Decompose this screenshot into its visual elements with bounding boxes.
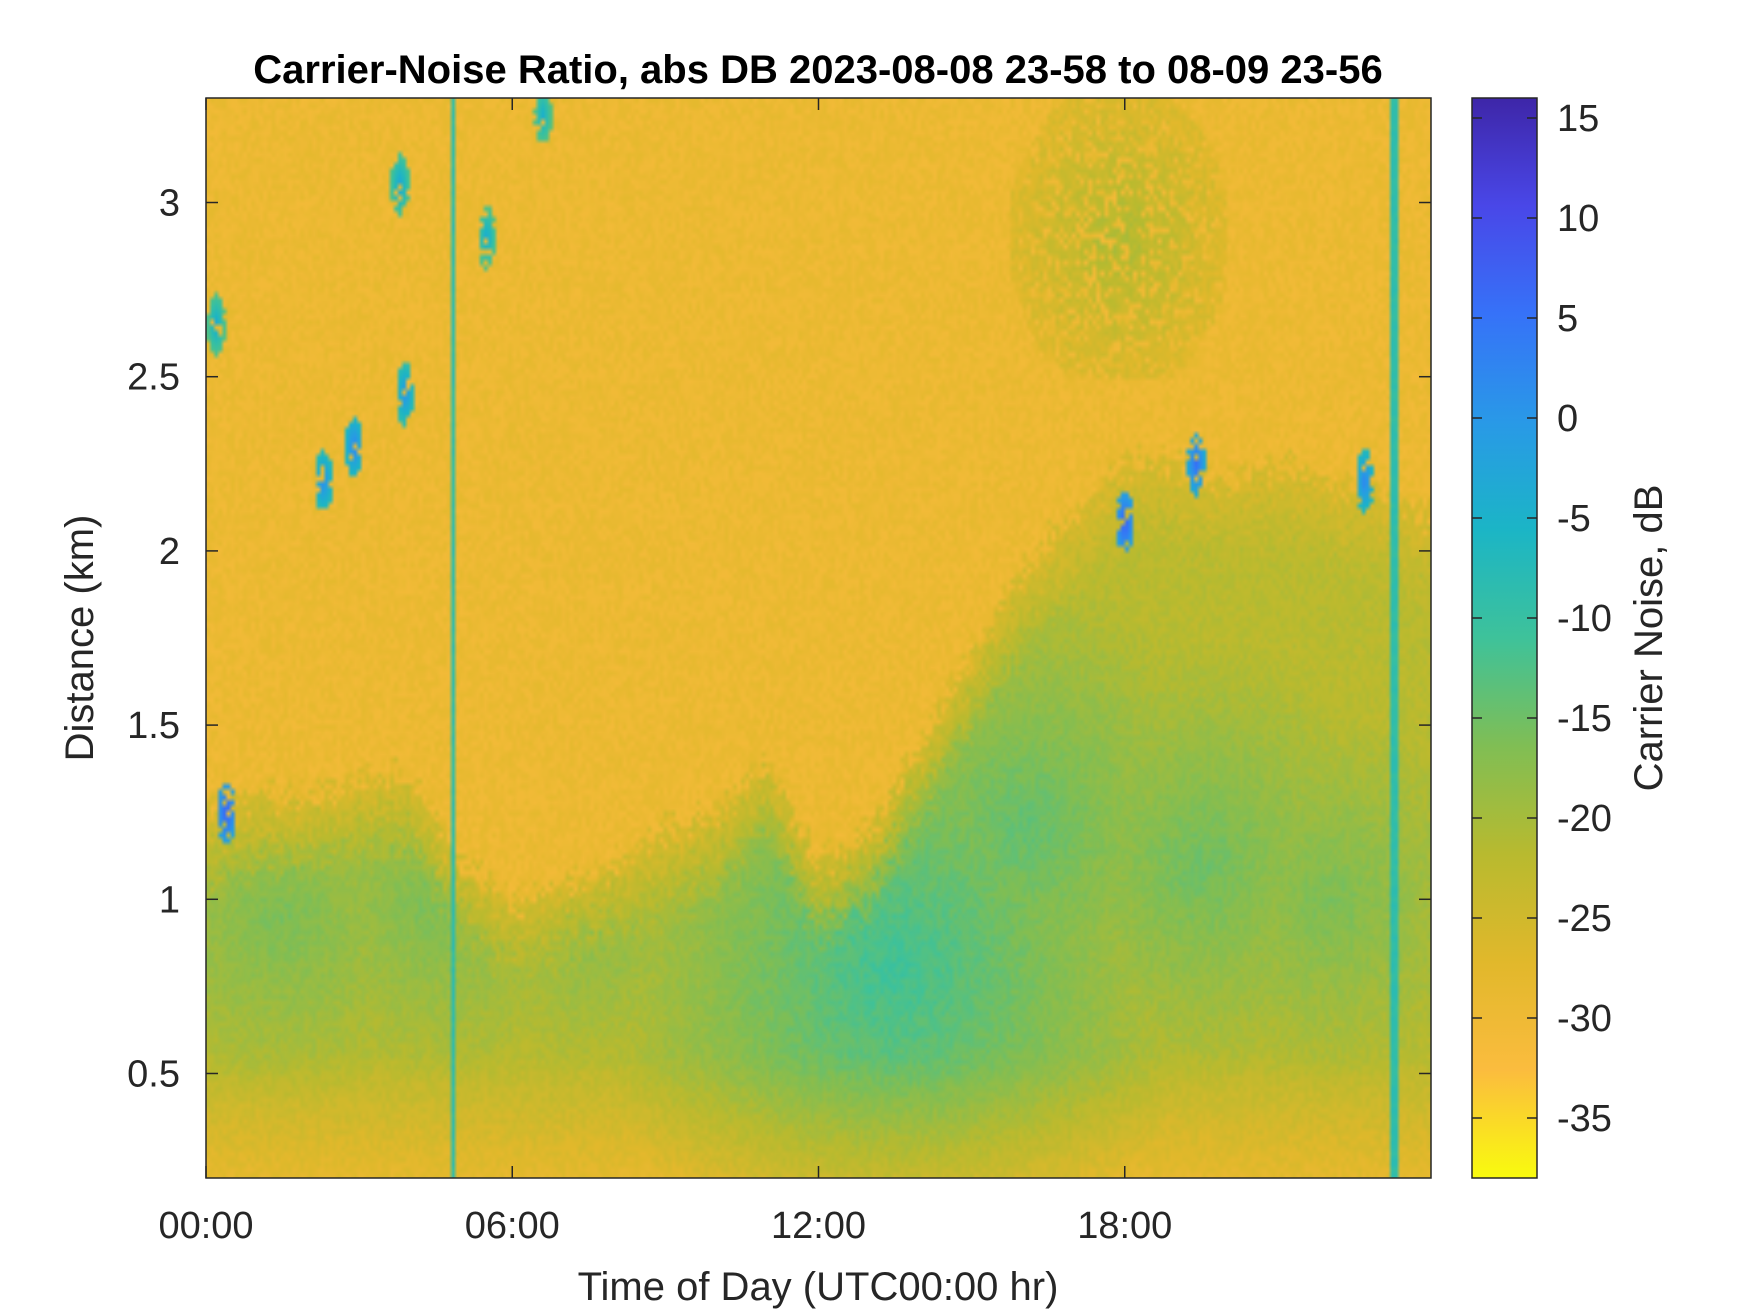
y-tick-label: 2.5 (127, 357, 180, 399)
x-tick-label: 06:00 (465, 1205, 560, 1247)
colorbar-gradient (1471, 97, 1538, 1179)
colorbar-ticks: 15 10 5 0 -5 -10 -15 -20 -25 -30 -35 (1472, 98, 1612, 1140)
colorbar-label: Carrier Noise, dB (1627, 485, 1671, 792)
colorbar-tick-label: 0 (1557, 398, 1578, 440)
x-tick-label: 12:00 (771, 1205, 866, 1247)
y-tick-label: 1.5 (127, 705, 180, 747)
y-axis-ticks: 0.5 1 1.5 2 2.5 3 (127, 183, 1431, 1095)
colorbar-tick-label: 5 (1557, 298, 1578, 340)
chart-title: Carrier-Noise Ratio, abs DB 2023-08-08 2… (253, 48, 1382, 92)
colorbar: 15 10 5 0 -5 -10 -15 -20 -25 -30 -35 (1471, 97, 1612, 1179)
colorbar-tick-label: -10 (1557, 598, 1612, 640)
x-axis-ticks: 00:00 06:00 12:00 18:00 (158, 98, 1172, 1247)
y-tick-label: 0.5 (127, 1053, 180, 1095)
y-axis-label: Distance (km) (58, 515, 102, 762)
colorbar-tick-label: -15 (1557, 698, 1612, 740)
colorbar-tick-label: 15 (1557, 98, 1599, 140)
y-tick-label: 2 (159, 531, 180, 573)
x-tick-label: 00:00 (158, 1205, 253, 1247)
colorbar-tick-label: -20 (1557, 798, 1612, 840)
y-tick-label: 3 (159, 183, 180, 225)
colorbar-tick-label: -35 (1557, 1098, 1612, 1140)
y-tick-label: 1 (159, 879, 180, 921)
heatmap-plot-area (205, 97, 1432, 1179)
colorbar-tick-label: 10 (1557, 198, 1599, 240)
colorbar-tick-label: -25 (1557, 898, 1612, 940)
colorbar-tick-label: -5 (1557, 498, 1591, 540)
x-axis-label: Time of Day (UTC00:00 hr) (578, 1265, 1059, 1309)
x-tick-label: 18:00 (1077, 1205, 1172, 1247)
colorbar-tick-label: -30 (1557, 998, 1612, 1040)
heatmap-image (206, 98, 1431, 1178)
